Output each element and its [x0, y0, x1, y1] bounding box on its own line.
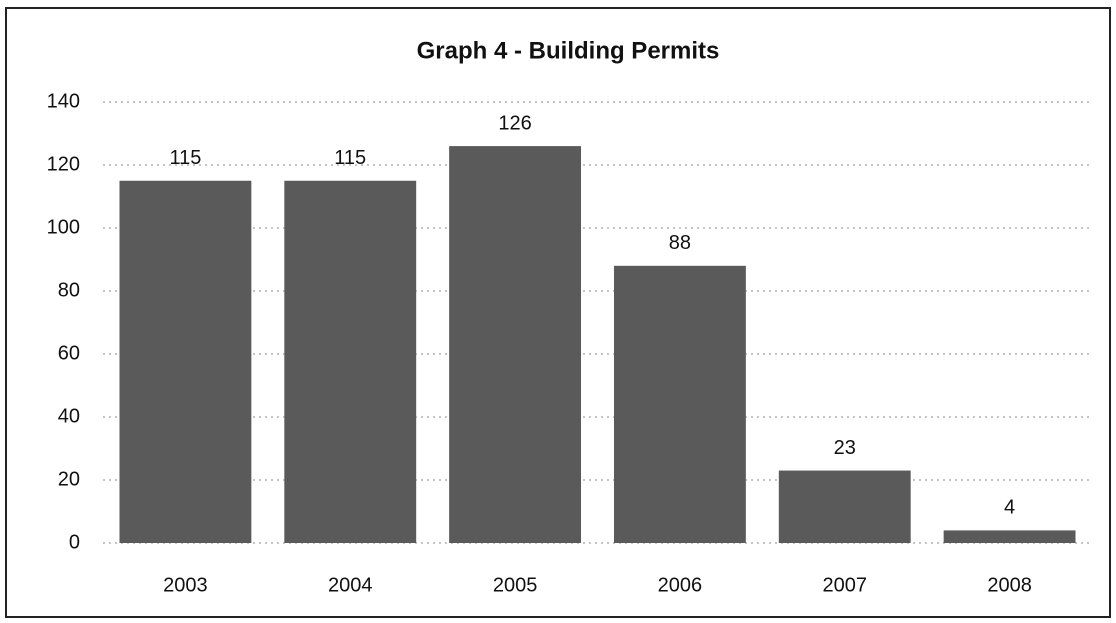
x-tick-label: 2005 — [493, 574, 538, 596]
chart-title: Graph 4 - Building Permits — [417, 37, 720, 64]
bar — [778, 470, 911, 543]
y-tick-label: 60 — [58, 342, 80, 364]
y-tick-label: 140 — [47, 90, 80, 112]
data-label: 88 — [669, 232, 691, 254]
x-tick-label: 2003 — [163, 574, 208, 596]
y-tick-label: 100 — [47, 216, 80, 238]
data-label: 23 — [834, 437, 856, 459]
bar — [449, 146, 582, 543]
bar — [613, 265, 746, 543]
x-tick-label: 2007 — [823, 574, 868, 596]
y-tick-label: 40 — [58, 405, 80, 427]
bar — [119, 180, 252, 543]
y-tick-label: 120 — [47, 153, 80, 175]
data-label: 4 — [1004, 497, 1015, 519]
bar — [284, 180, 417, 543]
y-tick-label: 80 — [58, 279, 80, 301]
data-label: 126 — [498, 112, 531, 134]
bar — [943, 530, 1076, 543]
data-label: 115 — [334, 147, 366, 169]
x-tick-label: 2006 — [658, 574, 703, 596]
y-tick-label: 0 — [69, 531, 80, 553]
x-tick-label: 2008 — [987, 574, 1032, 596]
x-tick-label: 2004 — [328, 574, 373, 596]
data-label: 115 — [169, 147, 201, 169]
y-tick-label: 20 — [58, 468, 80, 490]
